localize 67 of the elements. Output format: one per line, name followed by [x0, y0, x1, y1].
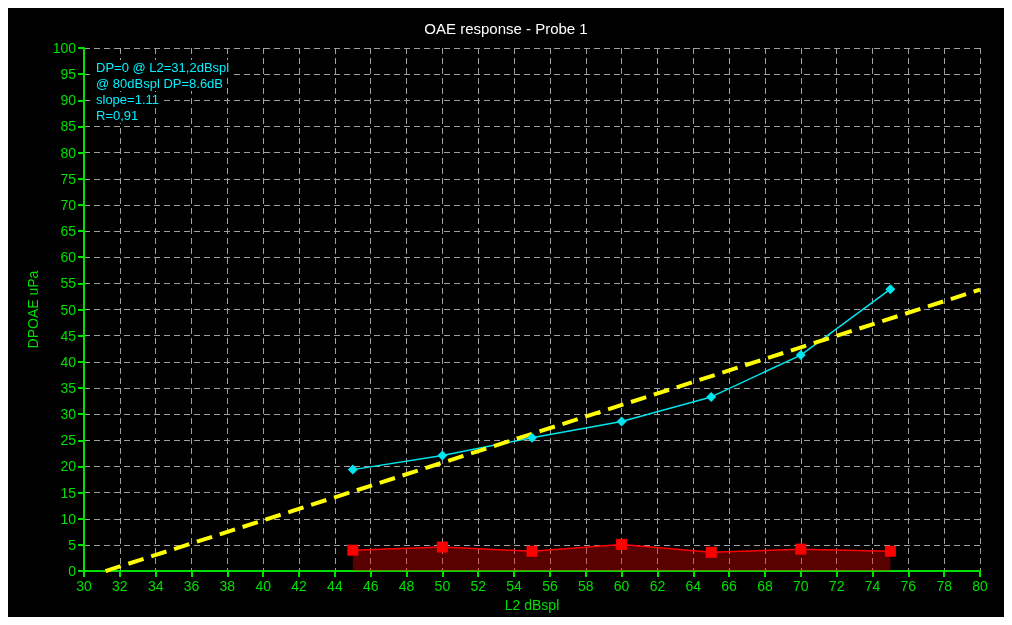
point [436, 541, 448, 553]
y-tick-label: 45 [60, 327, 77, 344]
point [616, 538, 628, 550]
y-tick-label: 15 [60, 484, 77, 501]
x-tick-label: 52 [470, 578, 487, 595]
x-tick-label: 78 [936, 578, 953, 595]
point [526, 545, 538, 557]
y-tick-label: 35 [60, 380, 77, 397]
x-tick-label: 74 [864, 578, 881, 595]
point [347, 544, 359, 556]
y-axis-title: DPOAE uPa [25, 270, 41, 349]
y-tick-label: 40 [60, 353, 77, 370]
annotation: DP=0 @ L2=31,2dBspl [96, 60, 230, 75]
y-tick-label: 25 [60, 432, 77, 449]
y-tick-label: 50 [60, 301, 77, 318]
point [884, 545, 896, 557]
x-tick-label: 38 [219, 578, 236, 595]
point [616, 416, 627, 427]
y-tick-label: 75 [60, 170, 77, 187]
x-tick-label: 66 [721, 578, 738, 595]
y-tick-label: 100 [52, 40, 77, 56]
x-tick-label: 72 [828, 578, 845, 595]
point [527, 432, 537, 443]
y-tick-label: 30 [60, 406, 77, 423]
x-tick-label: 62 [649, 578, 666, 595]
x-tick-label: 34 [147, 578, 164, 595]
x-tick-label: 46 [362, 578, 379, 595]
y-tick-label: 70 [60, 196, 77, 213]
x-tick-label: 64 [685, 578, 702, 595]
x-tick-label: 76 [900, 578, 917, 595]
y-tick-label: 85 [60, 118, 77, 135]
x-tick-label: 50 [434, 578, 451, 595]
x-tick-label: 56 [542, 578, 558, 595]
annotation: slope=1.11 [96, 92, 160, 107]
point [705, 546, 717, 558]
point [347, 464, 358, 475]
x-tick-label: 40 [255, 578, 272, 595]
y-tick-label: 10 [60, 510, 77, 527]
y-tick-label: 0 [68, 563, 77, 580]
y-tick-label: 95 [60, 66, 77, 83]
x-tick-label: 42 [291, 578, 308, 595]
y-tick-label: 20 [60, 458, 77, 475]
x-tick-label: 48 [398, 578, 415, 595]
y-tick-label: 55 [60, 275, 77, 292]
point [885, 284, 896, 295]
y-tick-label: 60 [60, 249, 77, 266]
y-tick-label: 65 [60, 223, 77, 240]
x-tick-label: 68 [757, 578, 773, 595]
x-tick-label: 32 [112, 578, 128, 595]
annotation: R=0,91 [96, 108, 139, 123]
x-tick-label: 80 [972, 578, 988, 595]
chart-title: OAE response - Probe 1 [424, 20, 588, 37]
annotation: @ 80dBspl DP=8.6dB [96, 76, 224, 91]
x-tick-label: 60 [613, 578, 630, 595]
x-tick-label: 54 [506, 578, 523, 595]
x-axis-title: L2 dBspl [504, 597, 560, 613]
point [795, 350, 806, 361]
x-tick-label: 58 [577, 578, 594, 595]
y-tick-label: 90 [60, 92, 77, 109]
x-tick-label: 36 [183, 578, 200, 595]
point [437, 450, 448, 461]
point [795, 543, 807, 555]
y-tick-label: 80 [60, 144, 77, 161]
point [706, 391, 717, 402]
x-tick-label: 70 [793, 578, 809, 595]
y-tick-label: 5 [68, 536, 77, 553]
x-tick-label: 44 [327, 578, 343, 595]
